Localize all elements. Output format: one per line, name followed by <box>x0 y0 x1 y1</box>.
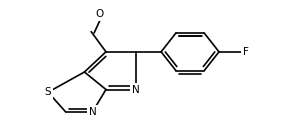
Text: S: S <box>45 87 51 97</box>
Text: F: F <box>243 47 249 57</box>
Text: N: N <box>132 85 139 94</box>
Text: N: N <box>88 107 96 117</box>
Text: O: O <box>95 9 103 19</box>
